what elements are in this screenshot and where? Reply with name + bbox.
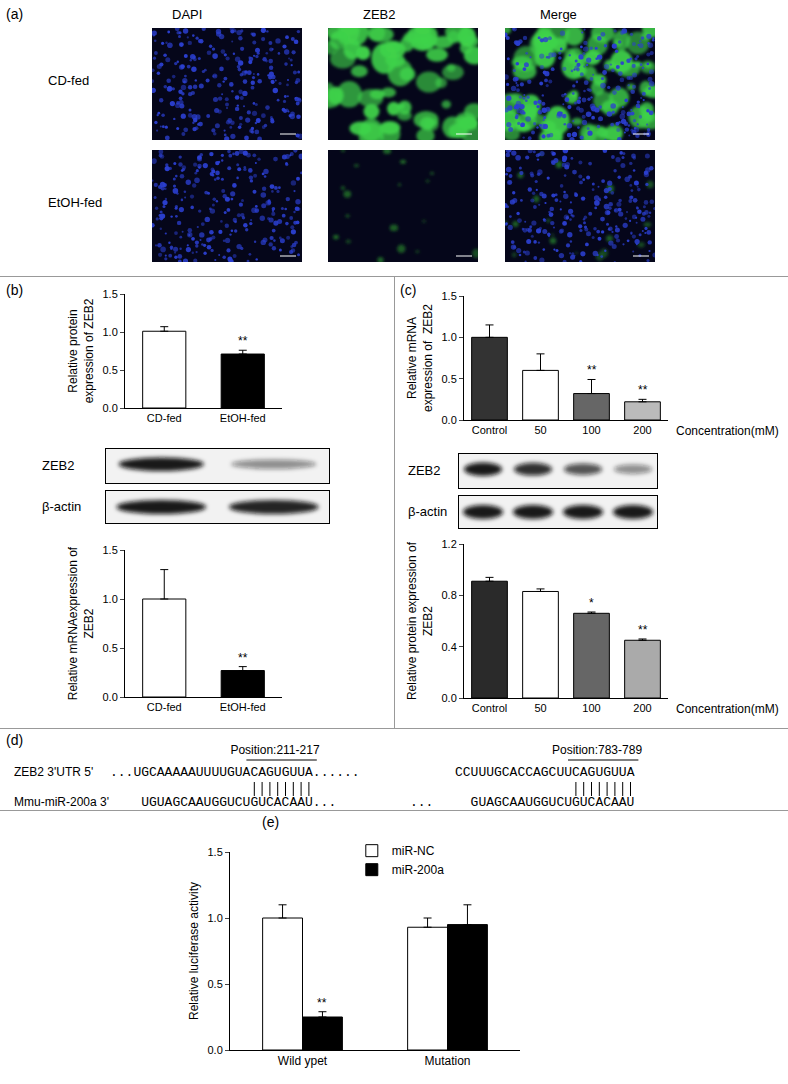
svg-text:0.0: 0.0 [208, 1044, 223, 1056]
html-text:Position:211-217: Position:211-217 [230, 743, 320, 757]
html-text:(a): (a) [6, 6, 24, 22]
html-text:ZEB2: ZEB2 [363, 7, 396, 22]
svg-text:Relative proteinexpression of: Relative proteinexpression of ZEB2 [66, 298, 96, 403]
svg-text:1.0: 1.0 [442, 331, 457, 343]
svg-text:1.0: 1.0 [103, 593, 118, 605]
html-text:(d): (d) [6, 732, 24, 748]
svg-text:Control: Control [472, 424, 507, 436]
html-text:β-actin: β-actin [408, 504, 448, 519]
svg-text:200: 200 [633, 424, 651, 436]
svg-text:miR-NC: miR-NC [392, 844, 435, 858]
html-text:UGUAGCAAUGGUCUGUCACAAU...: UGUAGCAAUGGUCUGUCACAAU... [141, 795, 337, 810]
svg-text:Relative mRNAexpression ofZEB2: Relative mRNAexpression ofZEB2 [66, 546, 96, 700]
svg-text:0.5: 0.5 [103, 642, 118, 654]
html-text:ZEB2: ZEB2 [42, 458, 75, 473]
svg-text:CD-fed: CD-fed [147, 701, 182, 713]
svg-text:Concentration(mM): Concentration(mM) [676, 424, 779, 438]
svg-text:Relative mRNAexpression of ZE: Relative mRNAexpression of ZEB2 [405, 304, 435, 412]
svg-text:EtOH-fed: EtOH-fed [220, 701, 266, 713]
svg-text:100: 100 [582, 702, 600, 714]
svg-text:1.0: 1.0 [103, 326, 118, 338]
html-text:...UGCAAAAAUUUUGUACAGUGUUA....: ...UGCAAAAAUUUUGUACAGUGUUA...... [110, 765, 360, 780]
svg-text:Control: Control [472, 702, 507, 714]
svg-text:0.5: 0.5 [442, 373, 457, 385]
svg-text:1.0: 1.0 [208, 912, 223, 924]
html-text:(e): (e) [262, 814, 280, 830]
svg-text:Relative luciferase activity: Relative luciferase activity [187, 882, 201, 1020]
svg-text:200: 200 [633, 702, 651, 714]
svg-text:**: ** [587, 363, 597, 377]
html-text:CD-fed: CD-fed [48, 73, 90, 88]
html-text:(b): (b) [6, 282, 24, 298]
svg-text:miR-200a: miR-200a [392, 863, 444, 877]
html-text:Merge: Merge [540, 7, 577, 22]
svg-text:Relative protein expression of: Relative protein expression ofZEB2 [405, 541, 435, 700]
svg-text:**: ** [238, 334, 248, 348]
svg-text:0.8: 0.8 [442, 589, 457, 601]
html-text:ZEB2 3'UTR 5': ZEB2 3'UTR 5' [14, 765, 94, 779]
svg-text:**: ** [638, 383, 648, 397]
svg-text:EtOH-fed: EtOH-fed [220, 412, 266, 424]
svg-text:0.0: 0.0 [442, 414, 457, 426]
html-text:Position:783-789: Position:783-789 [552, 743, 643, 757]
html-text:(c): (c) [400, 282, 417, 298]
html-text:Mmu-miR-200a 3': Mmu-miR-200a 3' [14, 795, 109, 809]
svg-text:100: 100 [582, 424, 600, 436]
svg-text:0.4: 0.4 [442, 641, 457, 653]
svg-text:**: ** [638, 623, 648, 637]
svg-text:Mutation: Mutation [424, 1054, 470, 1068]
svg-text:0.5: 0.5 [103, 364, 118, 376]
svg-text:1.5: 1.5 [103, 544, 118, 556]
svg-text:0.0: 0.0 [103, 402, 118, 414]
html-text:CCUUUGCACCAGCUUCAGUGUUA: CCUUUGCACCAGCUUCAGUGUUA [455, 765, 635, 780]
svg-text:0.0: 0.0 [103, 691, 118, 703]
svg-text:CD-fed: CD-fed [147, 412, 182, 424]
svg-text:50: 50 [534, 702, 546, 714]
html-text:GUAGCAAUGGUCUGUCACAAU: GUAGCAAUGGUCUGUCACAAU [470, 795, 635, 810]
html-text:β-actin: β-actin [42, 499, 82, 514]
svg-text:1.2: 1.2 [442, 538, 457, 550]
svg-text:Wild ypet: Wild ypet [278, 1054, 328, 1068]
svg-text:Concentration(mM): Concentration(mM) [676, 702, 779, 716]
svg-text:**: ** [317, 996, 327, 1010]
svg-text:0.0: 0.0 [442, 692, 457, 704]
html-text:EtOH-fed: EtOH-fed [48, 195, 103, 210]
html-text:DAPI: DAPI [172, 7, 203, 22]
svg-text:1.5: 1.5 [103, 288, 118, 300]
html-text:ZEB2: ZEB2 [408, 463, 441, 478]
svg-text:1.5: 1.5 [442, 290, 457, 302]
svg-text:**: ** [238, 651, 248, 665]
svg-text:*: * [589, 596, 594, 610]
svg-text:1.5: 1.5 [208, 846, 223, 858]
svg-text:50: 50 [534, 424, 546, 436]
svg-text:0.5: 0.5 [208, 978, 223, 990]
